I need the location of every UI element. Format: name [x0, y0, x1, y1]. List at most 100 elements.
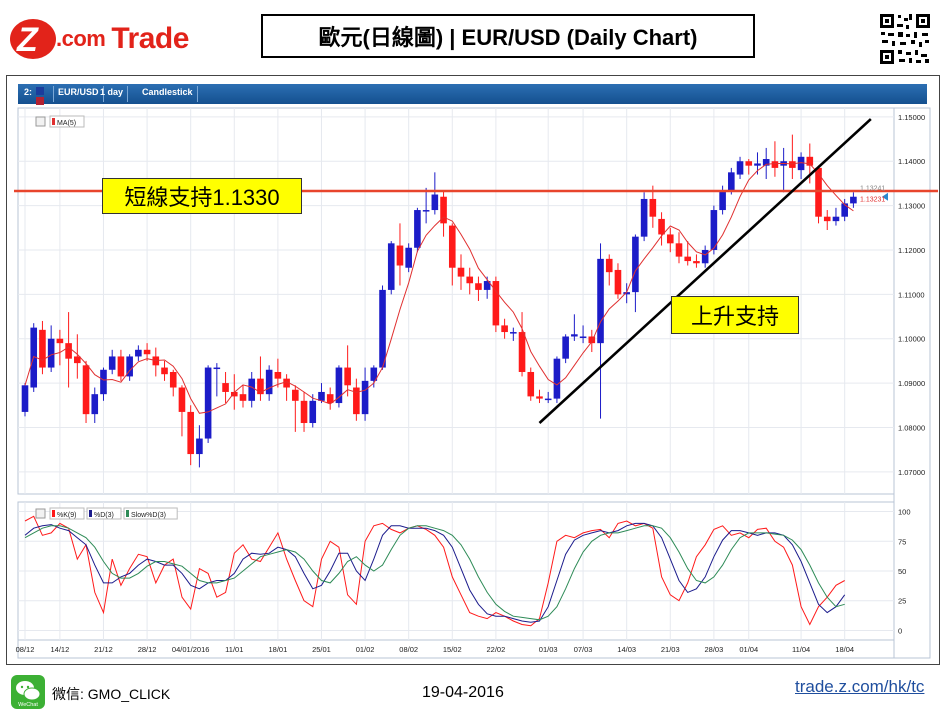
candle-body — [135, 349, 142, 357]
ma-line — [24, 162, 854, 414]
y-axis-panel — [893, 107, 931, 659]
x-tick-label: 18/04 — [835, 645, 854, 654]
candle-body — [544, 398, 552, 401]
legend-item — [86, 507, 122, 520]
logo: Z .com Trade — [10, 17, 210, 61]
candle-body — [475, 283, 482, 290]
candle-body — [387, 243, 395, 290]
candle-body — [666, 234, 674, 244]
candle-body — [832, 216, 840, 222]
x-tick-label: 18/01 — [268, 645, 287, 654]
legend-swatch — [52, 510, 55, 517]
candle-body — [396, 245, 404, 266]
candle-body — [632, 236, 639, 293]
x-tick-label: 01/02 — [356, 645, 375, 654]
x-tick-label: 28/12 — [138, 645, 157, 654]
x-tick-label: 14/12 — [50, 645, 69, 654]
wechat-icon: WeChat — [11, 675, 45, 709]
candle-body — [431, 194, 439, 211]
candle-body — [274, 371, 282, 379]
candle-body — [257, 378, 264, 395]
candle-body — [300, 400, 308, 424]
candle-body — [762, 159, 770, 166]
qr-code-icon — [878, 12, 932, 66]
x-tick-label: 14/03 — [617, 645, 636, 654]
x-tick-label: 04/01/2016 — [172, 645, 210, 654]
legend-swatch — [89, 510, 92, 517]
candle-body — [771, 161, 779, 168]
candle-body — [82, 365, 90, 415]
footer-link[interactable]: trade.z.com/hk/tc — [795, 677, 925, 696]
x-tick-label: 21/12 — [94, 645, 113, 654]
legend-swatch — [52, 118, 55, 125]
candle-body — [841, 203, 848, 217]
candle-body — [457, 267, 465, 277]
candle-body — [187, 411, 194, 455]
candle-body — [675, 243, 683, 257]
chart-toolbar: 2: EUR/USD 1 day Candlestick — [18, 84, 927, 105]
candle-body — [571, 334, 578, 337]
toolbar-chart-type[interactable]: Candlestick — [138, 86, 198, 102]
x-tick-label: 11/01 — [225, 645, 243, 654]
y-tick-label: 1.14000 — [898, 157, 925, 166]
candle-body — [736, 161, 744, 175]
candle-body — [719, 190, 726, 211]
candle-body — [335, 367, 343, 404]
legend-toggle — [35, 116, 46, 127]
x-tick-label: 22/02 — [486, 645, 505, 654]
logo-letter: Z — [17, 21, 38, 59]
candle-body — [326, 394, 334, 404]
stoch-y-tick-label: 25 — [898, 597, 906, 606]
candle-body — [405, 247, 412, 268]
legend-label: Slow%D(3) — [131, 512, 166, 519]
x-tick-label: 21/03 — [661, 645, 680, 654]
legend-label: MA(5) — [57, 120, 76, 127]
candle-body — [614, 269, 622, 295]
candle-body — [204, 367, 212, 439]
stoch-series-line — [24, 515, 845, 627]
candle-body — [597, 258, 604, 344]
candle-body — [562, 336, 569, 359]
candle-body — [248, 378, 256, 401]
candle-body — [379, 289, 386, 368]
candle-body — [754, 163, 761, 166]
candle-body — [579, 336, 587, 338]
candle-body — [658, 218, 665, 235]
candle-body — [222, 383, 229, 392]
last-price-marker — [882, 192, 888, 201]
x-tick-label: 01/04 — [739, 645, 758, 654]
candle-body — [414, 210, 421, 248]
candle-body — [701, 249, 709, 264]
candle-body — [588, 336, 596, 344]
y-tick-label: 1.10000 — [898, 335, 925, 344]
x-tick-label: 01/03 — [539, 645, 558, 654]
y-tick-label: 1.11000 — [898, 290, 925, 299]
candle-body — [536, 396, 543, 399]
logo-mark: Z — [10, 19, 56, 59]
y-tick-label: 1.15000 — [898, 113, 925, 122]
candle-body — [745, 161, 753, 166]
legend-swatch — [126, 510, 129, 517]
candle-body — [213, 367, 221, 370]
y-tick-label: 1.07000 — [898, 468, 925, 477]
y-tick-label: 1.12000 — [898, 246, 925, 255]
candle-body — [649, 198, 657, 217]
candle-body — [815, 167, 822, 217]
flag-icon — [32, 86, 54, 105]
candle-body — [510, 332, 517, 334]
toolbar-symbol[interactable]: EUR/USD — [54, 86, 104, 102]
candle-body — [108, 356, 116, 370]
stoch-y-tick-label: 100 — [898, 508, 911, 517]
candle-body — [797, 156, 805, 171]
legend-item — [123, 507, 178, 520]
toolbar-timeframe[interactable]: 1 day — [96, 86, 129, 102]
candle-body — [143, 349, 151, 355]
candle-body — [850, 196, 857, 204]
candle-body — [56, 338, 64, 344]
candle-body — [806, 156, 814, 166]
candle-body — [292, 389, 299, 401]
candle-body — [640, 198, 648, 237]
candle-body — [370, 367, 378, 381]
candle-body — [283, 378, 290, 388]
x-tick-label: 25/01 — [312, 645, 331, 654]
